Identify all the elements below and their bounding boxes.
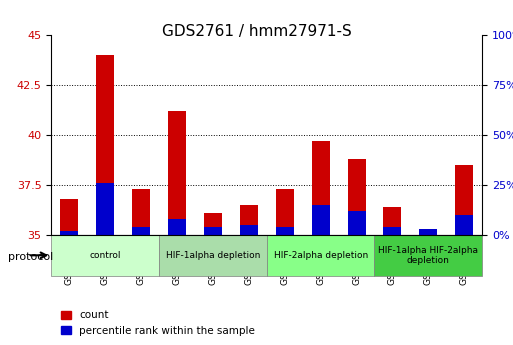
- Text: GDS2761 / hmm27971-S: GDS2761 / hmm27971-S: [162, 24, 351, 39]
- Text: HIF-1alpha HIF-2alpha
depletion: HIF-1alpha HIF-2alpha depletion: [379, 246, 478, 265]
- FancyBboxPatch shape: [267, 235, 374, 276]
- Bar: [204, 227, 222, 235]
- Bar: [132, 189, 150, 235]
- Text: HIF-1alpha depletion: HIF-1alpha depletion: [166, 251, 260, 260]
- Text: HIF-2alpha depletion: HIF-2alpha depletion: [273, 251, 368, 260]
- Bar: [96, 183, 114, 235]
- Bar: [383, 227, 401, 235]
- Text: protocol: protocol: [8, 252, 53, 262]
- Bar: [168, 219, 186, 235]
- FancyBboxPatch shape: [159, 235, 267, 276]
- Bar: [419, 229, 437, 235]
- Bar: [383, 207, 401, 235]
- Bar: [275, 227, 293, 235]
- Bar: [168, 110, 186, 235]
- Bar: [455, 215, 473, 235]
- FancyBboxPatch shape: [51, 235, 159, 276]
- Bar: [132, 227, 150, 235]
- Bar: [96, 55, 114, 235]
- Bar: [204, 213, 222, 235]
- Bar: [240, 205, 258, 235]
- Text: control: control: [89, 251, 121, 260]
- FancyBboxPatch shape: [374, 235, 482, 276]
- Legend: count, percentile rank within the sample: count, percentile rank within the sample: [56, 306, 260, 340]
- Bar: [347, 159, 365, 235]
- Bar: [455, 165, 473, 235]
- Bar: [240, 225, 258, 235]
- Bar: [60, 230, 78, 235]
- Bar: [347, 210, 365, 235]
- Bar: [275, 189, 293, 235]
- Bar: [419, 230, 437, 235]
- Bar: [311, 140, 329, 235]
- Bar: [60, 199, 78, 235]
- Bar: [311, 205, 329, 235]
